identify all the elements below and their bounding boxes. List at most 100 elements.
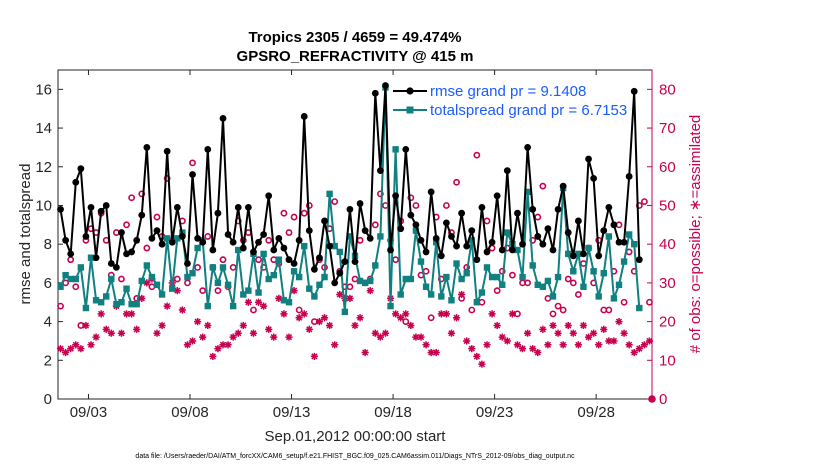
possible-obs-point xyxy=(574,291,582,298)
rmse-point xyxy=(595,252,603,260)
totalspread-point xyxy=(585,244,592,252)
assimilated-obs-point xyxy=(122,310,131,318)
assimilated-obs-point xyxy=(244,298,252,306)
assimilated-obs-point xyxy=(351,321,359,330)
assimilated-obs-point xyxy=(209,352,217,361)
assimilated-obs-point xyxy=(493,321,501,330)
totalspread-point xyxy=(463,270,470,277)
possible-obs-point xyxy=(376,190,384,198)
rmse-point xyxy=(351,258,359,265)
assimilated-obs-point xyxy=(539,325,547,333)
rmse-point xyxy=(519,240,526,248)
possible-obs-point xyxy=(498,267,506,275)
rmse-point xyxy=(488,238,496,246)
totalspread-point xyxy=(539,283,547,290)
possible-obs-point xyxy=(128,194,136,202)
totalspread-point xyxy=(118,299,125,306)
possible-obs-point xyxy=(250,306,257,314)
totalspread-point xyxy=(245,287,252,294)
assimilated-obs-point xyxy=(97,310,105,318)
totalspread-point xyxy=(311,293,318,300)
rmse-point xyxy=(402,145,410,153)
rmse-point xyxy=(62,236,70,244)
possible-obs-point xyxy=(300,209,308,217)
possible-obs-point xyxy=(163,174,171,182)
rmse-point xyxy=(112,264,120,271)
assimilated-obs-point xyxy=(402,310,410,318)
assimilated-obs-point xyxy=(488,310,496,318)
assimilated-obs-point xyxy=(143,279,151,287)
totalspread-point xyxy=(336,248,343,256)
assimilated-obs-point xyxy=(595,341,603,349)
totalspread-point xyxy=(92,297,100,304)
assimilated-obs-point xyxy=(381,329,390,337)
series-totalspread xyxy=(57,84,643,316)
rmse-point xyxy=(244,204,252,211)
rmse-point xyxy=(158,240,166,248)
assimilated-obs-point xyxy=(265,325,273,333)
y-tick-label: 2 xyxy=(44,352,52,369)
rmse-point xyxy=(300,113,308,120)
possible-obs-point xyxy=(407,194,415,202)
rmse-point xyxy=(422,248,430,256)
rmse-point xyxy=(463,242,471,250)
totalspread-point xyxy=(82,304,90,312)
rmse-point xyxy=(432,234,440,242)
rmse-point xyxy=(559,182,567,190)
totalspread-point xyxy=(443,273,450,281)
totalspread-point xyxy=(590,268,597,275)
totalspread-point xyxy=(138,277,145,285)
assimilated-obs-point xyxy=(295,314,303,322)
rmse-point xyxy=(371,89,379,97)
zero-count-point xyxy=(648,395,656,403)
assimilated-obs-point xyxy=(508,310,516,318)
totalspread-point xyxy=(600,270,607,277)
y-tick-label: 16 xyxy=(35,81,52,98)
totalspread-point xyxy=(565,250,572,258)
rmse-point xyxy=(265,192,273,200)
rmse-point xyxy=(574,217,582,225)
rmse-point xyxy=(310,265,318,273)
possible-obs-point xyxy=(493,287,501,295)
totalspread-point xyxy=(367,277,374,285)
x-tick-label: 09/03 xyxy=(70,404,108,421)
rmse-point xyxy=(239,244,247,252)
totalspread-point xyxy=(326,190,333,198)
totalspread-point xyxy=(148,273,156,281)
totalspread-point xyxy=(427,291,435,298)
rmse-point xyxy=(361,227,369,235)
possible-obs-point xyxy=(331,198,339,205)
rmse-point xyxy=(366,234,374,242)
totalspread-point xyxy=(387,302,394,310)
rmse-point xyxy=(544,225,552,233)
rmse-point xyxy=(514,209,521,217)
totalspread-point xyxy=(438,293,445,300)
possible-obs-point xyxy=(412,202,420,209)
assimilated-obs-point xyxy=(183,341,192,349)
rmse-point xyxy=(336,269,344,277)
totalspread-point xyxy=(488,273,496,281)
possible-obs-point xyxy=(280,209,288,217)
possible-obs-point xyxy=(265,236,273,244)
rmse-point xyxy=(67,250,75,258)
totalspread-point xyxy=(270,271,277,279)
totalspread-point xyxy=(128,300,135,308)
y-tick-label: 4 xyxy=(44,314,52,331)
assimilated-obs-point xyxy=(432,348,440,357)
possible-obs-point xyxy=(118,275,125,283)
assimilated-obs-point xyxy=(442,310,450,318)
rmse-point xyxy=(219,114,227,122)
assimilated-obs-point xyxy=(590,329,598,337)
rmse-point xyxy=(199,238,207,246)
rmse-point xyxy=(580,250,587,258)
totalspread-point xyxy=(534,281,541,289)
assimilated-obs-point xyxy=(158,321,166,330)
rmse-point xyxy=(524,144,532,151)
rmse-point xyxy=(92,254,100,262)
assimilated-obs-point xyxy=(427,348,435,357)
possible-obs-point xyxy=(143,244,151,252)
possible-obs-point xyxy=(371,221,379,229)
assimilated-obs-point xyxy=(559,341,567,349)
totalspread-point xyxy=(478,289,486,296)
totalspread-point xyxy=(570,268,577,275)
